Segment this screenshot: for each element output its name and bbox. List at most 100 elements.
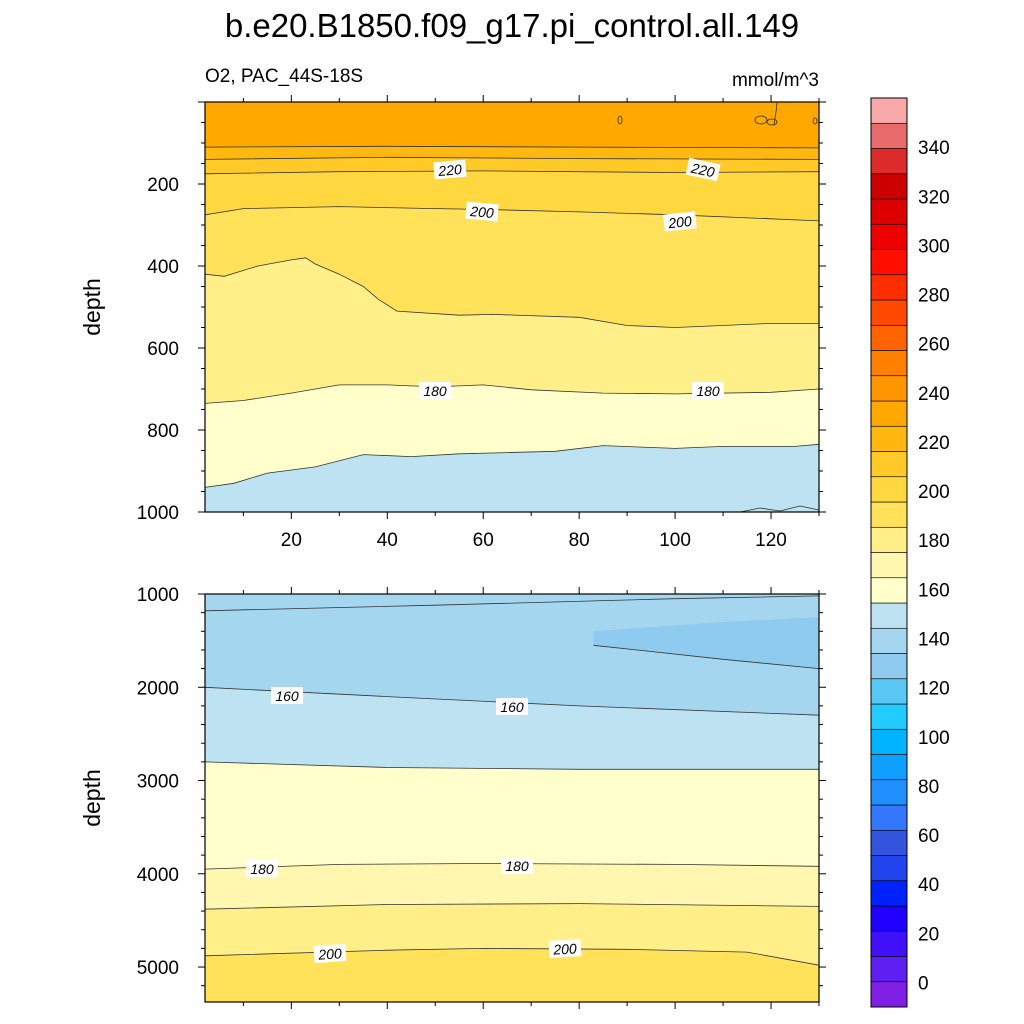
colorbar-label: 220 — [918, 433, 950, 454]
colorbar-box — [870, 804, 908, 831]
contour-label-text: 200 — [552, 940, 577, 957]
contour-band — [205, 594, 819, 611]
x-tick-label: 100 — [659, 530, 691, 551]
y-tick-label: 3000 — [137, 772, 179, 793]
x-tick-label: 40 — [377, 530, 398, 551]
colorbar-box — [870, 198, 908, 225]
colorbar-label: 260 — [918, 335, 950, 356]
contour-band — [205, 761, 819, 870]
colorbar-label: 300 — [918, 236, 950, 257]
contour-label-bg — [465, 201, 499, 222]
contour-label: 180 — [501, 857, 533, 874]
contour-line — [205, 595, 819, 612]
contour-label-text: 220 — [437, 161, 463, 179]
contour-fills — [205, 102, 819, 512]
contour-label-text: 200 — [667, 213, 693, 231]
contour-label-text: 180 — [423, 383, 447, 399]
colorbar-box — [870, 779, 908, 806]
x-tick-label: 120 — [755, 530, 787, 551]
contour-label-bg — [313, 943, 347, 964]
colorbar-box — [870, 375, 908, 402]
variable-region-subtitle: O2, PAC_44S-18S — [205, 66, 363, 87]
panel-2: 160 160 180 180 200 200 1000 2000 3000 4000 5000 de… — [79, 585, 826, 1009]
contour-band — [205, 206, 819, 328]
colorbar-label: 140 — [918, 629, 950, 650]
colorbar-box — [870, 148, 908, 175]
contour-label-text: 200 — [469, 203, 495, 221]
contour-label: 200 — [313, 943, 347, 964]
y-tick-label: 800 — [147, 421, 179, 442]
contour-label: 220 — [685, 157, 721, 182]
units-subtitle: mmol/m^3 — [732, 70, 819, 91]
colorbar-label: 60 — [918, 826, 939, 847]
contour-band — [205, 444, 819, 512]
y-axis-label: depth — [79, 769, 105, 827]
contour-label-bg — [419, 382, 451, 399]
plot-frame — [204, 593, 820, 1003]
colorbar-box — [870, 905, 908, 932]
contour-label: 220 — [433, 159, 467, 180]
colorbar-box — [870, 602, 908, 629]
contour-line — [766, 118, 778, 126]
contour-band — [205, 157, 819, 174]
colorbar-box — [870, 451, 908, 478]
contour-line — [205, 156, 819, 160]
contour-line — [205, 761, 819, 770]
colorbar-label: 0 — [918, 973, 929, 994]
contour-band — [205, 687, 819, 770]
colorbar-box — [870, 425, 908, 452]
contour-label-text: 180 — [250, 861, 274, 877]
colorbar-label: 120 — [918, 679, 950, 700]
contour-line — [205, 170, 819, 175]
colorbar-box — [870, 728, 908, 755]
y-tick-label: 600 — [147, 339, 179, 360]
colorbar-label: 320 — [918, 187, 950, 208]
contour-label-bg — [692, 382, 724, 399]
x-tick-label: 80 — [569, 530, 590, 551]
x-tick-label: 60 — [473, 530, 494, 551]
contour-line — [754, 115, 768, 125]
colorbar-box — [870, 855, 908, 882]
contour-label-bg — [501, 857, 533, 874]
contour-label: 180 — [246, 860, 278, 877]
contour-band — [205, 146, 819, 160]
contour-label: 200 — [663, 211, 697, 232]
contour-label-bg — [685, 157, 721, 182]
colorbar-box — [870, 703, 908, 730]
contour-label-text: 220 — [689, 160, 716, 181]
colorbar-box — [870, 350, 908, 377]
colorbar-box — [870, 526, 908, 553]
contour-band — [205, 102, 819, 148]
contour-label: 180 — [419, 382, 451, 399]
contour-label-bg — [433, 159, 467, 180]
contour-line — [593, 644, 819, 669]
colorbar-box — [870, 577, 908, 604]
contour-label: 160 — [496, 698, 528, 715]
colorbar-label: 100 — [918, 728, 950, 749]
contour-label-text: 180 — [696, 383, 720, 399]
x-tick-label: 20 — [281, 530, 302, 551]
contour-label-bg — [271, 687, 303, 704]
contour-line — [773, 102, 778, 126]
colorbar-box — [870, 653, 908, 680]
colorbar-box — [870, 678, 908, 705]
contour-band — [205, 384, 819, 488]
panels-group: 220 220 200 200 180 180 20 40 60 80 100 120 200 400 60… — [79, 95, 826, 1009]
contour-band — [205, 595, 819, 716]
contour-band — [593, 617, 819, 669]
colorbar-label: 160 — [918, 580, 950, 601]
contour-line — [205, 145, 819, 149]
colorbar-label: 200 — [918, 482, 950, 503]
colorbar-label: 40 — [918, 875, 939, 896]
colorbar-box — [870, 880, 908, 907]
contour-label: 200 — [465, 201, 499, 222]
colorbar-label: 80 — [918, 777, 939, 798]
colorbar-label: 340 — [918, 138, 950, 159]
contour-band — [205, 863, 819, 910]
colorbar-box — [870, 400, 908, 427]
contour-label-text: 180 — [505, 858, 529, 874]
contour-label-text: 160 — [275, 688, 299, 704]
contour-label: 160 — [271, 687, 303, 704]
colorbar-box — [870, 754, 908, 781]
